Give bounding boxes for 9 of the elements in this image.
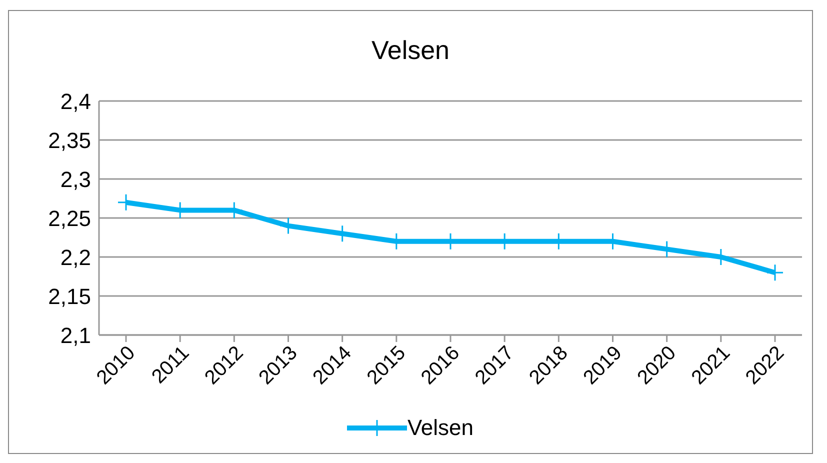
y-tick-label: 2,3 (60, 166, 91, 192)
y-tick-label: 2,2 (60, 244, 91, 270)
y-tick-label: 2,1 (60, 322, 91, 348)
chart-title: Velsen (370, 35, 451, 66)
y-tick-label: 2,25 (48, 206, 91, 231)
legend-label: Velsen (407, 415, 474, 441)
y-tick-label: 2,35 (48, 128, 91, 153)
y-tick-label: 2,4 (60, 88, 91, 114)
y-tick-label: 2,15 (48, 284, 91, 309)
